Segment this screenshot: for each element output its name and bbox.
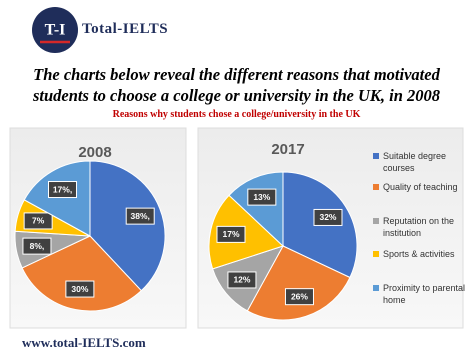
data-label: 7%	[32, 216, 45, 226]
title: The charts below reveal the different re…	[32, 65, 441, 105]
label-box	[65, 280, 95, 298]
legend-label: Reputation on the institution	[383, 216, 455, 238]
data-label: 8%,	[30, 241, 45, 251]
label-box	[48, 181, 78, 199]
pie-slice	[21, 235, 143, 312]
legend-swatch	[373, 285, 379, 291]
chart-title: 2008	[78, 144, 111, 161]
data-label: 13%	[253, 192, 270, 202]
data-label: 30%	[71, 284, 88, 294]
data-label: 38%,	[131, 211, 150, 221]
label-box	[216, 225, 246, 243]
logo-text: T-I	[45, 22, 66, 39]
legend-swatch	[373, 251, 379, 257]
footer-url: www.total-IELTS.com	[22, 335, 146, 350]
legend-swatch	[373, 153, 379, 159]
label-box	[22, 237, 52, 255]
label-box	[284, 288, 314, 306]
label-box	[247, 188, 277, 206]
chart-title: 2017	[271, 141, 304, 158]
legend-swatch	[373, 218, 379, 224]
brand: Total-IELTS	[82, 21, 169, 37]
pie-slice	[23, 160, 91, 237]
legend-label: Proximity to parental home	[383, 283, 466, 305]
label-box	[23, 212, 53, 230]
data-label: 17%	[222, 229, 239, 239]
pie-slice	[89, 160, 166, 292]
pie-slice	[208, 194, 284, 270]
label-box	[313, 208, 343, 226]
legend-label: Sports & activities	[383, 249, 455, 259]
data-label: 17%,	[53, 184, 72, 194]
data-label: 32%	[319, 212, 336, 222]
data-label: 12%	[233, 275, 250, 285]
legend-label: Suitable degree courses	[383, 151, 447, 173]
label-box	[227, 271, 257, 289]
legend-swatch	[373, 184, 379, 190]
label-box	[125, 207, 155, 225]
legend-label: Quality of teaching	[383, 182, 458, 192]
data-label: 26%	[291, 291, 308, 301]
subtitle: Reasons why students chose a college/uni…	[112, 109, 361, 120]
